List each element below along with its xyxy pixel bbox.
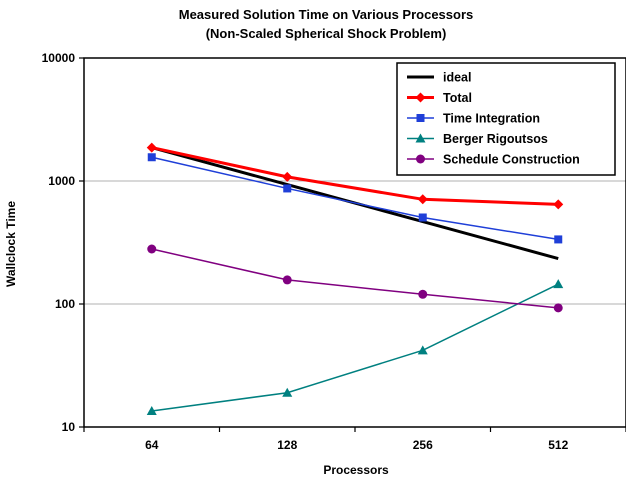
data-point-schedule-construction [553, 303, 563, 313]
legend-label-time-integration: Time Integration [443, 112, 540, 126]
series-line-time-integration [151, 156, 559, 241]
series-schedule-construction [147, 244, 563, 313]
legend-marker-schedule-construction [416, 154, 425, 164]
y-axis-title: Wallclock Time [4, 201, 18, 287]
x-axis: 64 128 256 512 [83, 427, 626, 452]
data-point-total [417, 194, 428, 205]
y-tick-label: 10 [62, 420, 76, 434]
y-tick-label: 100 [55, 297, 75, 311]
series-line-berger-rigoutsos [151, 283, 559, 412]
data-point-total [146, 142, 157, 153]
data-point-time-integration [418, 213, 427, 222]
x-tick-label: 128 [277, 438, 297, 452]
legend-label-schedule-construction: Schedule Construction [443, 153, 580, 167]
series-total [146, 142, 564, 210]
series-line-total [151, 146, 559, 206]
data-point-time-integration [283, 184, 292, 193]
series-berger-rigoutsos [146, 279, 564, 415]
data-point-berger-rigoutsos [282, 387, 293, 397]
data-point-time-integration [147, 153, 156, 162]
series-line-schedule-construction [151, 248, 559, 309]
x-axis-title: Processors [323, 463, 389, 477]
data-point-schedule-construction [147, 244, 157, 254]
legend-label-ideal: ideal [443, 71, 472, 85]
legend-label-berger-rigoutsos: Berger Rigoutsos [443, 132, 548, 146]
x-tick-label: 256 [413, 438, 433, 452]
chart-title: Measured Solution Time on Various Proces… [179, 7, 474, 22]
legend-label-total: Total [443, 91, 472, 105]
data-point-berger-rigoutsos [146, 405, 157, 415]
gridlines [84, 180, 626, 305]
data-point-schedule-construction [418, 289, 428, 299]
data-point-time-integration [554, 235, 563, 244]
legend-marker-total [415, 92, 426, 103]
legend-marker-berger-rigoutsos [415, 133, 426, 143]
data-point-total [282, 171, 293, 182]
data-point-schedule-construction [282, 275, 292, 285]
x-tick-label: 512 [548, 438, 568, 452]
data-point-berger-rigoutsos [553, 279, 564, 289]
chart-subtitle: (Non-Scaled Spherical Shock Problem) [206, 26, 447, 41]
x-tick-label: 64 [145, 438, 159, 452]
y-axis: 10 100 1000 10000 [42, 51, 84, 434]
y-tick-label: 10000 [42, 51, 76, 65]
y-tick-label: 1000 [48, 174, 75, 188]
legend-box [396, 62, 616, 176]
legend-marker-time-integration [416, 114, 425, 122]
series-time-integration [147, 153, 563, 244]
data-point-berger-rigoutsos [417, 345, 428, 355]
legend: ideal Total Time Integration Berger Rigouts… [396, 62, 616, 176]
series-layer [146, 142, 564, 415]
data-point-total [553, 199, 564, 210]
